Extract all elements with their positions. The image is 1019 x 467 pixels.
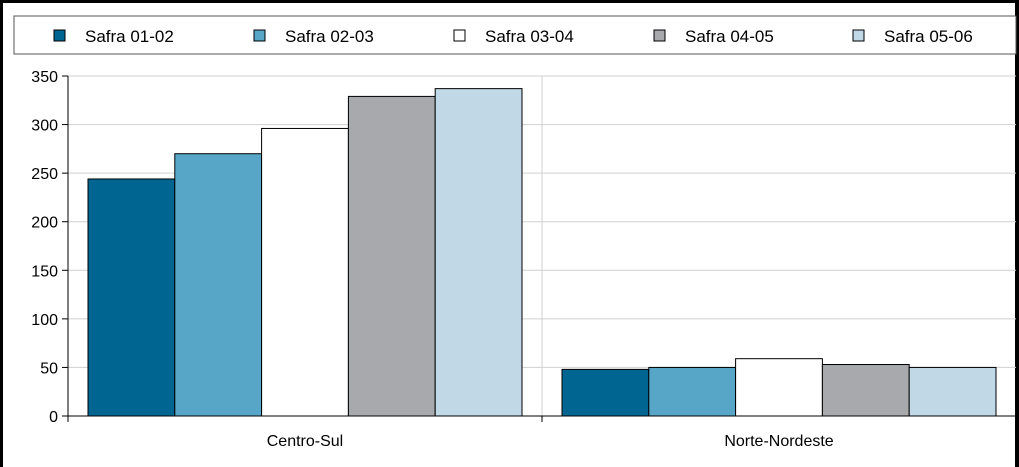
y-tick-label: 300 (31, 118, 58, 135)
y-tick-label: 50 (40, 360, 58, 377)
y-tick-label: 200 (31, 215, 58, 232)
legend-swatch (653, 29, 666, 42)
bar (908, 366, 997, 417)
legend: Safra 01-02 Safra 02-03 Safra 03-04 Safra 0… (53, 27, 973, 46)
legend-swatch (453, 29, 466, 42)
bar (821, 364, 910, 417)
bar (735, 358, 823, 417)
legend-label: Safra 03-04 (485, 27, 574, 46)
axes (67, 76, 1017, 422)
bar (648, 366, 737, 417)
bar (261, 127, 349, 417)
y-tick-label: 150 (31, 263, 58, 280)
y-tick-label: 250 (31, 166, 58, 183)
x-category-label: Centro-Sul (267, 433, 343, 450)
legend-label: Safra 02-03 (285, 27, 374, 46)
bar (347, 95, 436, 417)
x-axis-categories: Centro-Sul Norte-Nordeste (267, 433, 834, 450)
legend-swatch (253, 29, 266, 42)
x-category-label: Norte-Nordeste (724, 433, 833, 450)
legend-label: Safra 04-05 (685, 27, 774, 46)
legend-swatch (53, 29, 66, 42)
bars (87, 88, 997, 417)
legend-box (13, 15, 1017, 55)
legend-label: Safra 01-02 (85, 27, 174, 46)
y-axis-ticks: 0 50 100 150 200 250 300 350 (31, 69, 68, 426)
legend-label: Safra 05-06 (884, 27, 973, 46)
y-tick-label: 350 (31, 69, 58, 86)
bar (87, 178, 176, 417)
y-tick-label: 100 (31, 312, 58, 329)
bar (561, 368, 650, 417)
y-tick-label: 0 (49, 409, 58, 426)
legend-swatch (852, 29, 865, 42)
bar (174, 153, 263, 417)
bar (434, 88, 523, 417)
